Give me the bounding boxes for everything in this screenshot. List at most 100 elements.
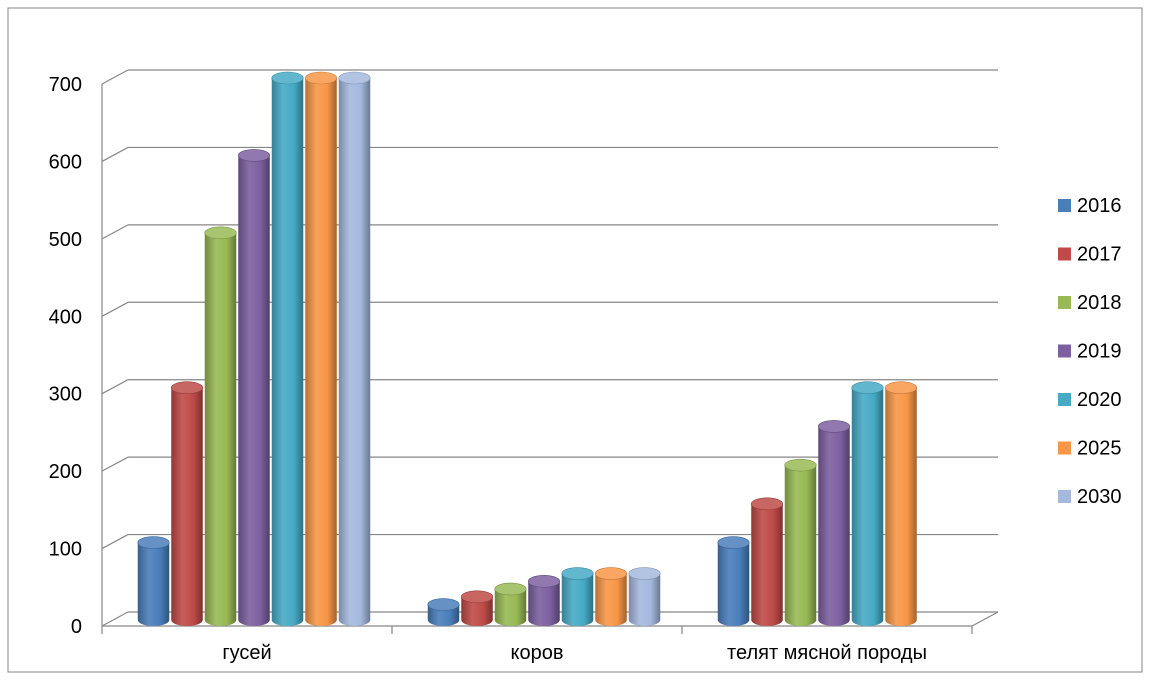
bar-body bbox=[561, 573, 594, 626]
bar-body bbox=[338, 78, 371, 626]
bar-body bbox=[528, 581, 560, 626]
bar-top bbox=[137, 536, 170, 549]
legend-label: 2019 bbox=[1077, 341, 1122, 363]
y-tick-label: 0 bbox=[71, 616, 82, 638]
bar-top bbox=[527, 574, 561, 588]
bar-body bbox=[204, 232, 237, 626]
bar bbox=[271, 71, 304, 626]
bar bbox=[717, 536, 750, 626]
y-tick-label: 200 bbox=[49, 461, 82, 483]
bar-top bbox=[817, 420, 851, 433]
bar-body bbox=[784, 465, 817, 626]
legend-entry: 2030 bbox=[1058, 486, 1122, 508]
floor-edge bbox=[971, 611, 999, 627]
gridline-side bbox=[101, 69, 129, 85]
legend-label: 2020 bbox=[1077, 389, 1122, 411]
y-tick-label: 300 bbox=[49, 384, 82, 406]
legend-label: 2030 bbox=[1077, 486, 1122, 508]
x-tick-label: коров bbox=[511, 642, 564, 664]
bar-top bbox=[851, 381, 884, 395]
legend-label: 2016 bbox=[1077, 195, 1122, 217]
bar-body bbox=[851, 387, 884, 626]
bar bbox=[304, 71, 338, 626]
bar bbox=[628, 567, 661, 626]
bar-top bbox=[338, 71, 371, 85]
bar bbox=[561, 567, 594, 626]
bar bbox=[237, 149, 271, 626]
bar bbox=[427, 598, 460, 626]
bar-top bbox=[427, 598, 460, 611]
x-tick-label: телят мясной породы bbox=[727, 642, 927, 664]
y-tick-label: 100 bbox=[49, 539, 82, 561]
legend-swatch bbox=[1058, 296, 1071, 309]
gridline-side bbox=[101, 456, 129, 472]
bar-top bbox=[304, 71, 338, 85]
bar bbox=[170, 381, 204, 626]
legend-swatch bbox=[1058, 344, 1071, 358]
bar bbox=[494, 582, 527, 626]
bar bbox=[817, 420, 851, 626]
bar bbox=[851, 381, 884, 626]
bar-body bbox=[461, 596, 493, 626]
bar-top bbox=[750, 497, 784, 511]
bar-body bbox=[885, 387, 917, 626]
bar-top bbox=[784, 458, 817, 472]
bar-top bbox=[460, 590, 494, 604]
bar-top bbox=[884, 381, 918, 395]
bar-body bbox=[137, 542, 170, 626]
legend-entry: 2018 bbox=[1058, 292, 1122, 314]
legend-label: 2025 bbox=[1077, 438, 1122, 460]
y-tick-label: 600 bbox=[49, 151, 82, 173]
bar-body bbox=[628, 573, 661, 626]
bar bbox=[527, 574, 561, 626]
y-tick-label: 700 bbox=[49, 74, 82, 96]
legend-swatch bbox=[1058, 247, 1071, 261]
gridline-side bbox=[101, 379, 129, 395]
bar-top bbox=[628, 567, 661, 580]
bar-top bbox=[170, 381, 204, 395]
bar bbox=[784, 458, 817, 626]
bar-top bbox=[594, 567, 628, 580]
bar bbox=[204, 226, 237, 626]
bar bbox=[594, 567, 628, 626]
legend-label: 2017 bbox=[1077, 244, 1122, 266]
bar-body bbox=[238, 155, 270, 626]
y-tick-label: 400 bbox=[49, 306, 82, 328]
bar-body bbox=[494, 589, 527, 626]
gridline-side bbox=[101, 301, 129, 317]
bar-body bbox=[271, 78, 304, 626]
bar-top bbox=[561, 567, 594, 580]
gridline-side bbox=[101, 224, 129, 240]
bar bbox=[460, 590, 494, 626]
bar-body bbox=[305, 78, 337, 626]
legend-entry: 2017 bbox=[1058, 244, 1122, 266]
legend-swatch bbox=[1058, 393, 1071, 406]
gridline-side bbox=[101, 611, 129, 627]
bar bbox=[137, 536, 170, 626]
bar-top bbox=[494, 582, 527, 596]
legend-entry: 2025 bbox=[1058, 438, 1122, 460]
legend-entry: 2016 bbox=[1058, 195, 1122, 217]
x-tick-label: гусей bbox=[222, 642, 271, 664]
legend-swatch bbox=[1058, 441, 1071, 455]
bar-body bbox=[595, 573, 627, 626]
bar bbox=[884, 381, 918, 626]
legend-swatch bbox=[1058, 199, 1071, 212]
gridline-side bbox=[101, 146, 129, 162]
bar bbox=[750, 497, 784, 626]
bar-top bbox=[717, 536, 750, 549]
legend-entry: 2020 bbox=[1058, 389, 1122, 411]
bar-top bbox=[204, 226, 237, 240]
legend-swatch bbox=[1058, 490, 1071, 503]
gridline-side bbox=[101, 534, 129, 550]
bar-body bbox=[818, 426, 850, 626]
bar-top bbox=[271, 71, 304, 85]
bar-body bbox=[717, 542, 750, 626]
bar-body bbox=[171, 387, 203, 626]
bar-body bbox=[751, 503, 783, 626]
y-tick-label: 500 bbox=[49, 229, 82, 251]
bar-top bbox=[237, 149, 271, 162]
legend-label: 2018 bbox=[1077, 292, 1122, 314]
